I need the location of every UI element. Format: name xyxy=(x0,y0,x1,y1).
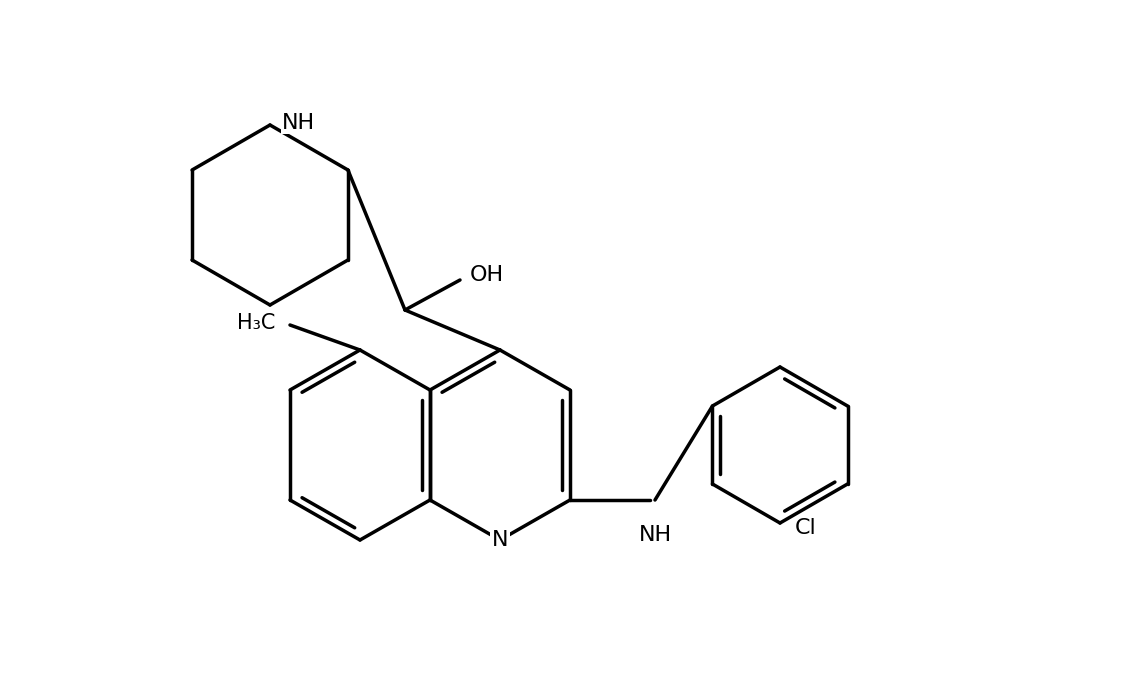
Text: NH: NH xyxy=(638,525,671,545)
Text: Cl: Cl xyxy=(795,518,817,538)
Text: NH: NH xyxy=(282,113,315,133)
Text: N: N xyxy=(492,530,508,550)
Text: OH: OH xyxy=(470,265,505,285)
Text: H₃C: H₃C xyxy=(237,313,275,333)
